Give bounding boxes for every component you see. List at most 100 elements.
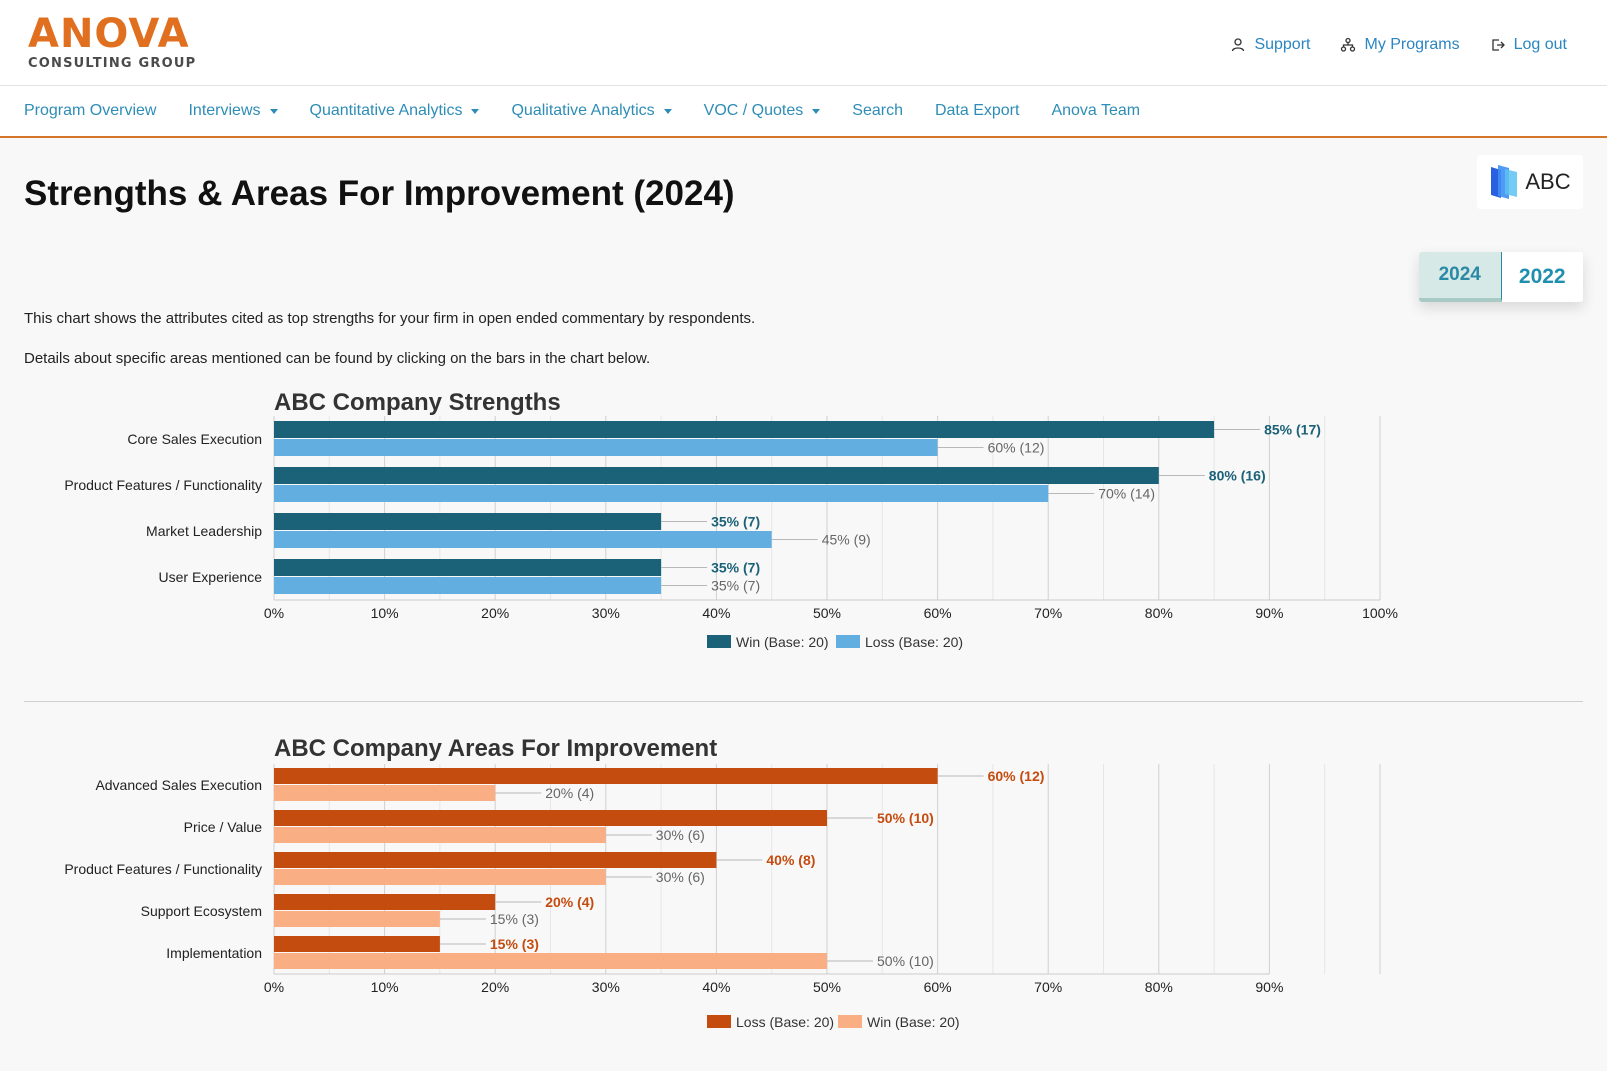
x-tick-label: 90% [1255, 979, 1283, 995]
legend-swatch[interactable] [838, 1015, 862, 1028]
bar[interactable] [274, 768, 938, 784]
category-label: Price / Value [184, 819, 263, 835]
nav-anova-team-label: Anova Team [1051, 102, 1141, 119]
chart-title: ABC Company Areas For Improvement [274, 735, 717, 762]
x-tick-label: 70% [1034, 605, 1062, 621]
data-label: 15% (3) [490, 936, 539, 952]
x-tick-label: 50% [813, 979, 841, 995]
bar[interactable] [274, 911, 440, 927]
client-logo-icon [1491, 165, 1518, 199]
logo-subtitle: CONSULTING GROUP [28, 56, 197, 71]
nav-data-export-label: Data Export [934, 102, 1020, 119]
caret-down-icon [812, 108, 821, 114]
bar[interactable] [274, 577, 662, 594]
legend-label[interactable]: Loss (Base: 20) [865, 634, 963, 650]
data-label: 20% (4) [545, 894, 594, 910]
bar[interactable] [274, 421, 1215, 438]
bar[interactable] [274, 953, 827, 969]
bar[interactable] [274, 467, 1159, 484]
legend-label[interactable]: Loss (Base: 20) [736, 1014, 834, 1030]
data-label: 45% (9) [822, 532, 871, 548]
data-label: 20% (4) [545, 785, 594, 801]
x-tick-label: 80% [1145, 979, 1173, 995]
logout-icon [1491, 39, 1505, 51]
nav-qualitative-analytics[interactable]: Qualitative Analytics [511, 102, 672, 120]
legend-label[interactable]: Win (Base: 20) [736, 634, 829, 650]
bar[interactable] [274, 827, 606, 843]
client-logo: ABC [1477, 155, 1583, 209]
x-tick-label: 30% [592, 979, 620, 995]
year-toggle: 2024 2022 [1419, 252, 1583, 302]
logout-link[interactable]: Log out [1490, 36, 1567, 54]
page-title: Strengths & Areas For Improvement (2024) [24, 174, 735, 213]
caret-down-icon [663, 108, 672, 114]
category-label: Core Sales Execution [127, 431, 262, 447]
section-divider [24, 701, 1583, 702]
bar[interactable] [274, 785, 496, 801]
legend-label[interactable]: Win (Base: 20) [867, 1014, 960, 1030]
my-programs-link[interactable]: My Programs [1340, 36, 1460, 54]
chart-instructions: Details about specific areas mentioned c… [24, 350, 651, 367]
bar[interactable] [274, 439, 938, 456]
nav-voc-quotes[interactable]: VOC / Quotes [704, 102, 821, 120]
x-tick-label: 40% [702, 979, 730, 995]
year-2024-button[interactable]: 2024 [1419, 252, 1502, 302]
x-tick-label: 40% [702, 605, 730, 621]
bar[interactable] [274, 513, 662, 530]
strengths-chart: ABC Company Strengths Core Sales Executio… [64, 389, 1398, 650]
category-label: Implementation [166, 945, 262, 961]
x-tick-label: 50% [813, 605, 841, 621]
x-tick-label: 0% [264, 979, 284, 995]
bar[interactable] [274, 869, 606, 885]
category-label: Product Features / Functionality [64, 477, 262, 493]
x-tick-label: 10% [371, 605, 399, 621]
x-tick-label: 60% [924, 979, 952, 995]
x-tick-label: 90% [1255, 605, 1283, 621]
bar[interactable] [274, 559, 662, 576]
user-icon [1232, 38, 1245, 52]
bar[interactable] [274, 485, 1049, 502]
nav-voc-quotes-label: VOC / Quotes [703, 102, 804, 119]
category-label: Market Leadership [146, 523, 262, 539]
support-link[interactable]: Support [1230, 36, 1310, 54]
year-2022-button[interactable]: 2022 [1501, 252, 1583, 302]
bar[interactable] [274, 936, 440, 952]
category-label: Advanced Sales Execution [95, 777, 262, 793]
nav-qualitative-analytics-label: Qualitative Analytics [511, 102, 655, 119]
category-label: Product Features / Functionality [64, 861, 262, 877]
bar[interactable] [274, 810, 827, 826]
nav-interviews[interactable]: Interviews [188, 102, 278, 120]
header-links: Support My Programs Log out [1230, 36, 1567, 54]
top-header: ANOVA CONSULTING GROUP Support My Progra… [0, 0, 1607, 86]
data-label: 35% (7) [711, 578, 760, 594]
logo-wordmark: ANOVA [28, 11, 190, 57]
data-label: 60% (12) [988, 440, 1045, 456]
x-tick-label: 0% [264, 605, 284, 621]
anova-logo[interactable]: ANOVA CONSULTING GROUP [28, 12, 196, 71]
bar[interactable] [274, 531, 772, 548]
x-tick-label: 80% [1145, 605, 1173, 621]
legend-swatch[interactable] [707, 635, 731, 648]
client-logo-text: ABC [1525, 169, 1571, 194]
x-tick-label: 70% [1034, 979, 1062, 995]
bar[interactable] [274, 894, 496, 910]
data-label: 30% (6) [656, 869, 705, 885]
data-label: 15% (3) [490, 911, 539, 927]
nav-data-export[interactable]: Data Export [935, 102, 1019, 120]
nav-search[interactable]: Search [852, 102, 903, 120]
legend-swatch[interactable] [707, 1015, 731, 1028]
nav-quantitative-analytics[interactable]: Quantitative Analytics [310, 102, 480, 120]
category-label: Support Ecosystem [141, 903, 262, 919]
legend-swatch[interactable] [836, 635, 860, 648]
x-tick-label: 10% [371, 979, 399, 995]
nav-program-overview[interactable]: Program Overview [24, 102, 156, 120]
data-label: 30% (6) [656, 827, 705, 843]
caret-down-icon [269, 108, 278, 114]
bar[interactable] [274, 852, 717, 868]
improvement-chart: ABC Company Areas For Improvement Advance… [64, 735, 1381, 1030]
support-link-label: Support [1254, 36, 1311, 53]
nav-anova-team[interactable]: Anova Team [1051, 102, 1140, 120]
x-tick-label: 20% [481, 979, 509, 995]
data-label: 40% (8) [766, 852, 815, 868]
data-label: 50% (10) [877, 953, 934, 969]
